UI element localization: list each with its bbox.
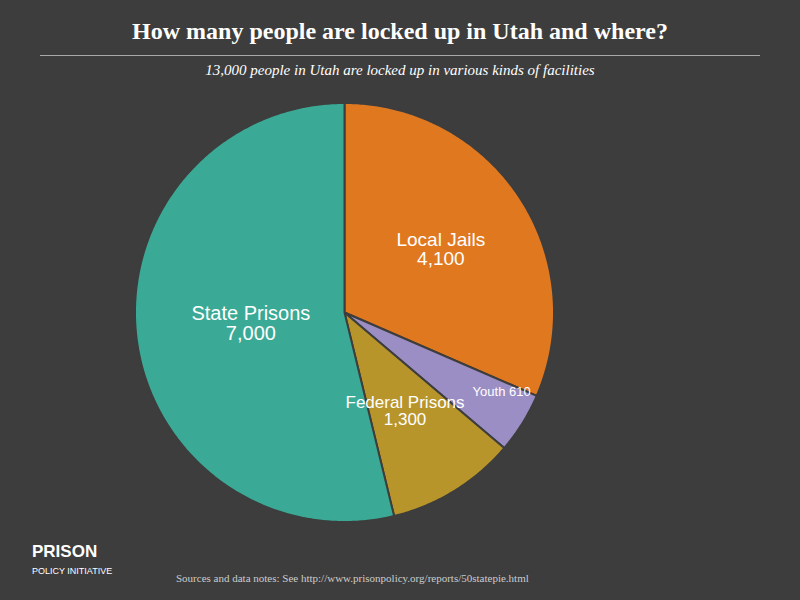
html-text:PRISON: PRISON (32, 542, 98, 561)
svg-text:Youth 610: Youth 610 (473, 384, 531, 399)
html-text:How many people are locked up: How many people are locked up in Utah an… (132, 18, 668, 44)
html-text:13,000 people in Utah are lock: 13,000 people in Utah are locked up in v… (205, 62, 595, 78)
html-text:Sources and data notes: See ht: Sources and data notes: See http://www.p… (176, 572, 529, 584)
html-text:POLICY INITIATIVE: POLICY INITIATIVE (32, 566, 113, 576)
svg-text:State Prisons7,000: State Prisons7,000 (191, 302, 310, 344)
svg-text:Local Jails4,100: Local Jails4,100 (396, 229, 485, 269)
svg-text:Federal Prisons1,300: Federal Prisons1,300 (345, 393, 464, 429)
